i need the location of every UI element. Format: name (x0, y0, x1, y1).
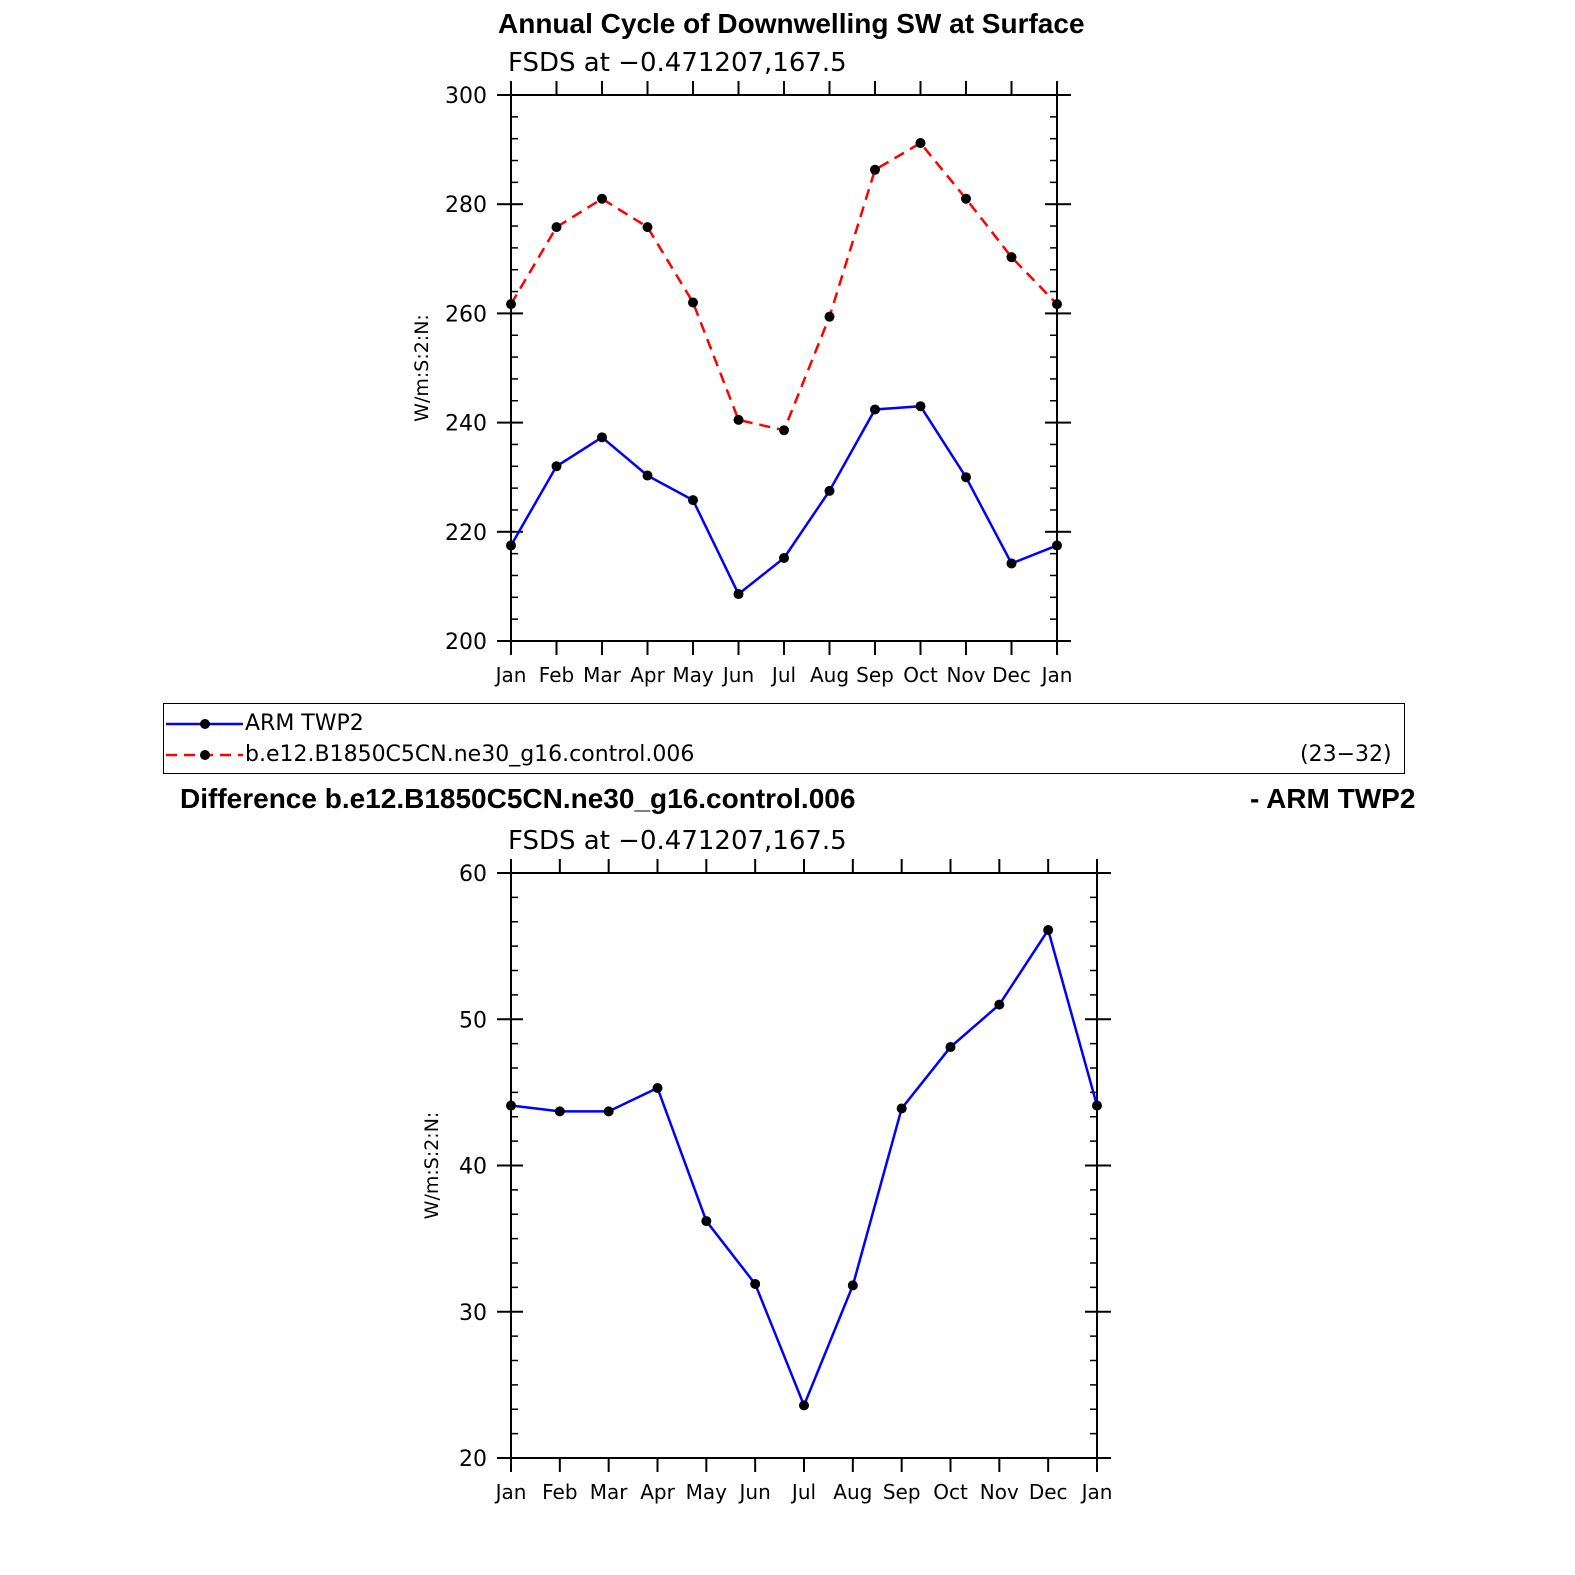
chart-1-x-tick-label: Jun (721, 663, 754, 687)
chart-1-series-1-point (506, 540, 516, 551)
chart-1-y-axis-label: W/m:S:2:N: (411, 314, 433, 422)
chart-2-x-tick-label: Feb (542, 1480, 577, 1504)
chart-2-series-1-point (506, 1100, 516, 1111)
chart-1-subtitle: FSDS at −0.471207,167.5 (508, 48, 847, 78)
chart-2-series-1-point (554, 1106, 565, 1117)
chart-1-series-1-point (688, 495, 698, 506)
legend-entry-label-1: ARM TWP2 (245, 711, 364, 736)
chart-1-x-tick-label: Sep (856, 663, 894, 687)
chart-2-x-tick-label: Jun (738, 1480, 771, 1504)
chart-1-x-tick-label: Jan (494, 663, 527, 687)
chart-2-plot-frame (510, 872, 1098, 1459)
legend-entry-2-marker (200, 750, 210, 760)
legend (163, 703, 1405, 774)
chart-1-series-2-point (1052, 299, 1062, 310)
chart-2-series-1-point (994, 999, 1005, 1010)
chart-1-x-tick-label: Jul (770, 663, 796, 687)
chart-1-series-1-point (597, 432, 607, 443)
chart-2-series-1-point (750, 1278, 761, 1289)
chart-1-x-tick-label: Dec (992, 663, 1031, 687)
chart-2-series-1-point (603, 1106, 614, 1117)
chart-1-x-tick-label: Jan (1040, 663, 1073, 687)
chart-2-x-tick-label: Dec (1029, 1480, 1068, 1504)
chart-1-y-tick-label: 300 (445, 84, 487, 109)
chart-2-x-tick-label: May (686, 1480, 728, 1504)
chart-2-series-1-point (1092, 1100, 1102, 1111)
chart-2-series-1-point (701, 1216, 712, 1227)
chart-2-x-tick-label: Sep (883, 1480, 921, 1504)
chart-1-series-2-point (688, 297, 698, 308)
chart-1-y-tick-label: 260 (445, 302, 487, 327)
chart-1-x-tick-label: Apr (630, 663, 665, 687)
chart-1-series-2-point (961, 193, 971, 204)
chart-2-series-1-point (1043, 925, 1054, 936)
chart-2-x-tick-label: Nov (980, 1480, 1019, 1504)
chart-1-series-1-point (870, 404, 880, 415)
chart-2-x-tick-label: Oct (933, 1480, 968, 1504)
chart-2-y-tick-label: 50 (459, 1008, 487, 1033)
chart-1-series-2-point (597, 193, 607, 204)
chart-2-series-1-point (652, 1082, 663, 1093)
chart-1-series-2-point (779, 425, 789, 436)
legend-years: (23−32) (1300, 742, 1392, 767)
chart-1-series-1-point (915, 401, 926, 412)
chart-1-series-1-point (551, 461, 562, 472)
chart-1-y-tick-label: 280 (445, 193, 487, 218)
chart-1-series-1-point (1052, 540, 1062, 551)
chart-2-series-1-point (896, 1103, 907, 1114)
chart-1-series-1-point (779, 553, 789, 564)
chart-1-y-tick-label: 240 (445, 412, 487, 437)
chart-2-x-tick-label: Aug (833, 1480, 872, 1504)
legend-entry-1-marker (200, 719, 210, 729)
chart-2-y-axis-label: W/m:S:2:N: (421, 1112, 443, 1220)
chart-1-y-tick-label: 200 (445, 630, 487, 655)
chart-1-series-2-point (1006, 252, 1017, 263)
chart-2-series-1-line (510, 927, 1099, 1409)
chart-2-x-tick-label: Mar (590, 1480, 629, 1504)
chart-1-x-tick-label: Aug (810, 663, 849, 687)
chart-2-subtitle: FSDS at −0.471207,167.5 (508, 826, 847, 856)
chart-1-series-1-point (824, 485, 835, 496)
chart-2-title: Difference b.e12.B1850C5CN.ne30_g16.cont… (180, 783, 856, 814)
chart-1-series-1-point (642, 470, 653, 481)
chart-1-x-tick-label: Oct (903, 663, 938, 687)
chart-1-x-tick-label: May (672, 663, 714, 687)
chart-2-series-1-point (799, 1400, 809, 1411)
chart-2-x-tick-label: Jul (790, 1480, 816, 1504)
chart-2-series-1-point (847, 1280, 858, 1291)
chart-1-series-2-point (733, 414, 744, 425)
chart-2-x-tick-label: Apr (640, 1480, 675, 1504)
chart-1-series-2-point (551, 222, 562, 233)
chart-2-y-tick-label: 20 (459, 1447, 487, 1472)
chart-2-x-tick-label: Jan (1080, 1480, 1113, 1504)
chart-2-y-tick-label: 40 (459, 1155, 487, 1180)
chart-1-series-1-point (1006, 558, 1017, 569)
chart-1-series-2-line (509, 141, 1058, 432)
chart-1-series-2-point (915, 138, 926, 149)
chart-1-x-tick-label: Nov (946, 663, 985, 687)
chart-1-x-tick-label: Feb (539, 663, 574, 687)
chart-1-series-2-point (870, 164, 880, 175)
chart-2-y-tick-label: 60 (459, 862, 487, 887)
chart-1-series-1-point (961, 472, 971, 483)
chart-1-x-tick-label: Mar (583, 663, 622, 687)
chart-1-series-1-point (733, 589, 744, 600)
chart-2-x-tick-label: Jan (494, 1480, 527, 1504)
chart-1-y-tick-label: 220 (445, 521, 487, 546)
chart-1-series-2-point (642, 222, 653, 233)
chart-1-series-2-point (506, 299, 516, 310)
chart-1-title: Annual Cycle of Downwelling SW at Surfac… (498, 8, 1085, 39)
chart-2-title-right: - ARM TWP2 (1250, 783, 1416, 814)
chart-2-y-tick-label: 30 (459, 1301, 487, 1326)
legend-entry-label-2: b.e12.B1850C5CN.ne30_g16.control.006 (245, 742, 695, 767)
chart-1-series-2-point (824, 311, 835, 322)
chart-2-series-1-point (945, 1042, 956, 1053)
